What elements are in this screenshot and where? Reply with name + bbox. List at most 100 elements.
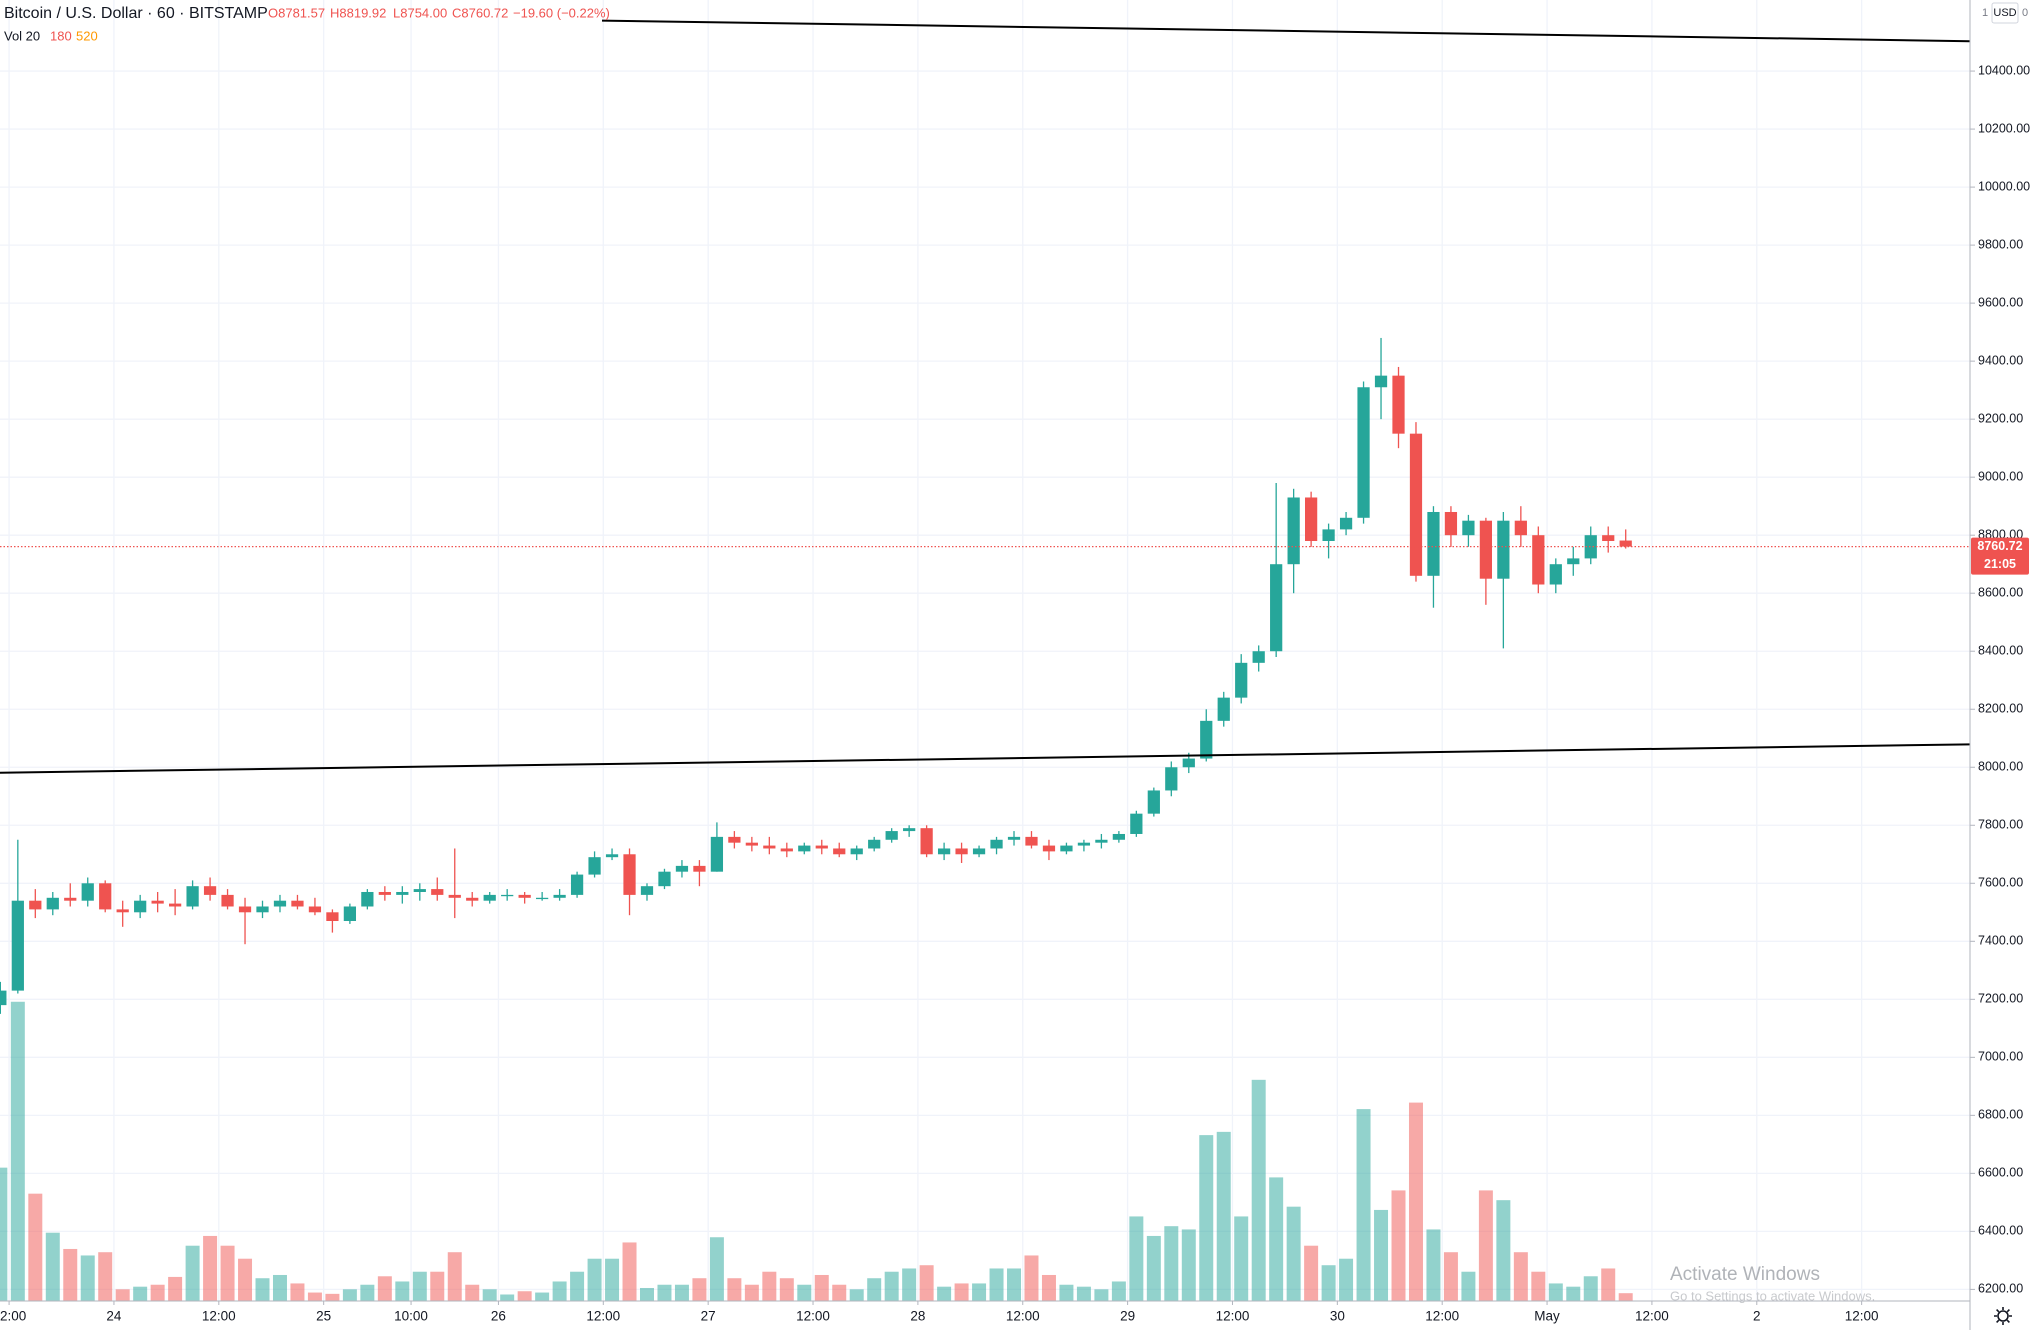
- volume-bar: [1164, 1226, 1179, 1301]
- volume-bar: [762, 1271, 777, 1301]
- x-tick-label: 12:00: [796, 1309, 830, 1324]
- candle-body: [990, 839, 1003, 849]
- y-tick-label: 6200.00: [1978, 1282, 2023, 1296]
- y-tick-label: 10000.00: [1978, 179, 2030, 193]
- candle-body: [1252, 651, 1265, 663]
- volume-bar: [552, 1281, 567, 1301]
- volume-bar: [0, 1167, 8, 1301]
- x-tick-label: 25: [316, 1309, 331, 1324]
- candle-body: [501, 894, 514, 897]
- x-tick-label: 2:00: [0, 1309, 26, 1324]
- ohlc-high: H8819.92: [330, 5, 386, 20]
- y-tick-label: 7000.00: [1978, 1050, 2023, 1064]
- volume-bar: [500, 1294, 515, 1301]
- candle-body: [972, 848, 986, 855]
- candle-body: [1549, 564, 1562, 585]
- candle-body: [815, 845, 828, 849]
- volume-bar: [1129, 1216, 1144, 1301]
- x-tick-label: 29: [1120, 1309, 1135, 1324]
- y-tick-label: 7800.00: [1978, 818, 2023, 832]
- candle-body: [536, 897, 549, 900]
- candle-body: [1235, 662, 1248, 698]
- volume-bar: [133, 1286, 148, 1301]
- scale-button[interactable]: 1: [1982, 7, 1988, 19]
- candle-body: [221, 894, 234, 907]
- candle-body: [326, 912, 339, 921]
- volume-bar: [1548, 1283, 1563, 1301]
- volume-bar: [814, 1274, 829, 1301]
- volume-bar: [1076, 1286, 1091, 1301]
- candle-body: [1007, 836, 1021, 840]
- candle-body: [1182, 758, 1195, 768]
- watermark: Activate Windows Go to Settings to activ…: [1670, 1264, 1875, 1303]
- watermark-subtitle: Go to Settings to activate Windows.: [1670, 1288, 1875, 1303]
- candle-body: [1374, 375, 1388, 388]
- x-tick-label: 12:00: [202, 1309, 236, 1324]
- x-tick-label: 12:00: [1006, 1309, 1040, 1324]
- volume-bar: [342, 1289, 357, 1301]
- candle-body: [1217, 697, 1230, 721]
- volume-bar: [1583, 1276, 1598, 1301]
- candle-body: [1567, 558, 1580, 565]
- currency-box[interactable]: [1991, 2, 2019, 24]
- x-tick-label: 26: [491, 1309, 506, 1324]
- candle-body: [1339, 517, 1353, 530]
- candle-body: [361, 891, 374, 907]
- candle-body: [850, 848, 863, 855]
- volume-bar: [1269, 1177, 1284, 1301]
- candle-body: [640, 886, 654, 895]
- x-tick-label: 30: [1330, 1309, 1345, 1324]
- x-tick-label: 12:00: [1635, 1309, 1669, 1324]
- volume-bar: [63, 1248, 78, 1301]
- trend-line: [601, 19, 1971, 43]
- y-tick-label: 8400.00: [1978, 644, 2023, 658]
- volume-bar: [325, 1293, 340, 1301]
- y-tick-label: 10200.00: [1978, 121, 2030, 135]
- volume-bar: [1146, 1235, 1161, 1301]
- volume-bar: [272, 1274, 287, 1301]
- volume-bar: [884, 1271, 899, 1301]
- volume-bar: [150, 1284, 165, 1301]
- volume-bar: [937, 1286, 952, 1301]
- volume-bar: [605, 1258, 620, 1301]
- candle-body: [291, 900, 304, 907]
- volume-bar: [1339, 1258, 1354, 1301]
- volume-bar: [1199, 1135, 1214, 1301]
- candle-body: [169, 903, 182, 907]
- candle-body: [1112, 833, 1125, 840]
- scale-button[interactable]: 0: [2022, 7, 2028, 19]
- axis-header: 1 USD 0: [1982, 2, 2028, 24]
- volume-bar: [797, 1284, 812, 1301]
- candle-body: [1305, 497, 1318, 541]
- candle-body: [273, 900, 287, 907]
- volume-bar: [238, 1258, 253, 1301]
- volume-bar: [395, 1281, 410, 1301]
- candle-body: [588, 857, 601, 875]
- x-tick-label: 12:00: [586, 1309, 620, 1324]
- volume-bar: [640, 1287, 654, 1301]
- candle-body: [605, 854, 619, 858]
- volume-bar: [1251, 1079, 1266, 1301]
- volume-bar: [1111, 1281, 1126, 1301]
- candle-body: [151, 900, 164, 904]
- volume-bar: [447, 1252, 462, 1301]
- candle-body: [1165, 767, 1178, 791]
- candle-body: [780, 848, 793, 852]
- candle-body: [553, 894, 566, 898]
- volume-bar: [1391, 1190, 1406, 1301]
- candle-body: [1619, 540, 1632, 547]
- volume-bar: [1618, 1293, 1633, 1301]
- y-tick-label: 6400.00: [1978, 1224, 2023, 1238]
- volume-bar: [972, 1283, 987, 1301]
- candle-body: [1584, 535, 1597, 559]
- chart-title: Bitcoin / U.S. Dollar · 60 · BITSTAMP: [4, 5, 268, 22]
- settings-icon[interactable]: [1994, 1307, 2012, 1325]
- volume-bar: [674, 1284, 689, 1301]
- candle-body: [308, 906, 322, 913]
- volume-bar: [849, 1289, 864, 1301]
- candle-body: [1462, 520, 1475, 536]
- candle-body: [186, 886, 199, 907]
- candle-body: [413, 889, 426, 892]
- candle-body: [203, 886, 217, 895]
